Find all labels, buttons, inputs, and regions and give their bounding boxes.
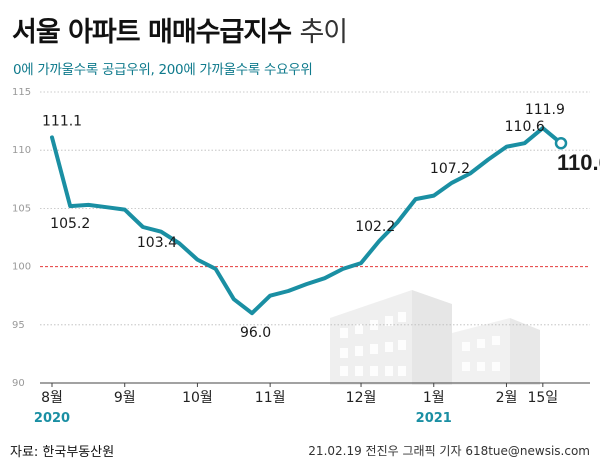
y-tick-label: 110 (12, 145, 31, 156)
data-label: 107.2 (430, 161, 470, 177)
credit-note: 21.02.19 전진우 그래픽 기자 618tue@newsis.com (308, 444, 590, 458)
y-tick-label: 95 (12, 320, 25, 331)
x-tick-label: 2월 (496, 390, 518, 406)
data-label: 102.2 (355, 219, 395, 235)
building-illustration (330, 290, 540, 385)
data-labels: 111.1105.2103.496.0102.2107.2110.6111.91… (42, 102, 600, 341)
year-label: 2020 (34, 411, 70, 426)
y-tick-label: 90 (12, 378, 25, 389)
series-line (50, 126, 568, 316)
x-tick-label: 12월 (346, 390, 377, 406)
x-tick-label: 9월 (114, 390, 136, 406)
chart-title: 서울 아파트 매매수급지수 추이 (12, 10, 348, 49)
chart-subtitle: 0에 가까울수록 공급우위, 200에 가까울수록 수요우위 (13, 62, 313, 78)
y-tick-label: 100 (12, 262, 31, 273)
title-light: 추이 (299, 17, 348, 48)
year-label: 2021 (416, 411, 452, 426)
data-label: 110.6 (505, 119, 545, 135)
x-tick-label: 8월 (41, 390, 63, 406)
x-tick-label: 15일 (527, 390, 558, 406)
data-label: 111.9 (525, 102, 565, 118)
y-tick-label: 115 (12, 87, 31, 98)
y-tick-label: 105 (12, 203, 31, 214)
latest-value-label: 110.6 (557, 150, 600, 175)
x-tick-label: 1월 (423, 390, 445, 406)
title-main: 서울 아파트 매매수급지수 (12, 17, 292, 48)
data-label: 111.1 (42, 113, 82, 129)
x-axis: 8월 9월 10월 11월 12월 1월 2월 15일 2020 2021 (34, 382, 590, 426)
y-axis: 115 110 105 100 95 90 (12, 87, 31, 389)
series-polyline (50, 126, 563, 316)
x-tick-label: 10월 (182, 390, 213, 406)
data-label: 96.0 (240, 325, 271, 341)
data-label: 103.4 (137, 235, 177, 251)
data-label: 105.2 (50, 216, 90, 232)
source-note: 자료: 한국부동산원 (10, 445, 115, 460)
x-tick-label: 11월 (255, 390, 286, 406)
last-point-marker (554, 136, 568, 150)
